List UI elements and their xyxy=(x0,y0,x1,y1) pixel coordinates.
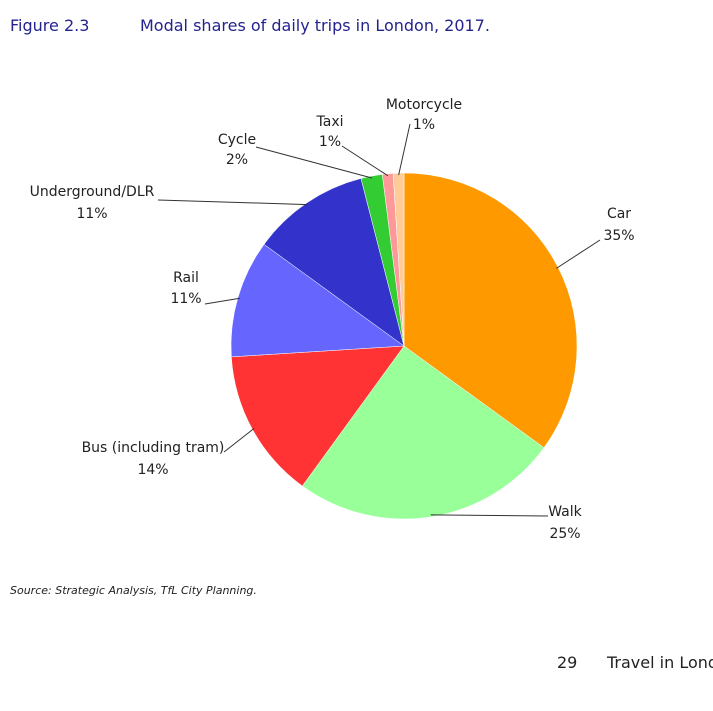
value-label: 35% xyxy=(603,228,634,244)
value-label: 11% xyxy=(170,291,201,307)
slice-label: Motorcycle xyxy=(386,97,462,113)
leader-line xyxy=(255,146,373,179)
slice-label: Underground/DLR xyxy=(30,184,155,200)
chart-title: Modal shares of daily trips in London, 2… xyxy=(140,16,490,35)
value-label: 1% xyxy=(319,134,341,150)
leader-line xyxy=(341,145,389,177)
page-number: 29 xyxy=(557,653,577,672)
leader-line xyxy=(204,297,240,305)
value-label: 1% xyxy=(413,117,435,133)
source-note: Source: Strategic Analysis, TfL City Pla… xyxy=(10,584,257,597)
figure-label: Figure 2.3 xyxy=(10,16,89,35)
publication-name: Travel in London xyxy=(606,653,713,672)
slice-label: Walk xyxy=(548,504,582,520)
leader-line xyxy=(398,123,411,176)
value-label: 14% xyxy=(137,462,168,478)
value-label: 2% xyxy=(226,152,248,168)
slice-label: Taxi xyxy=(316,114,344,130)
slice-label: Rail xyxy=(173,270,199,286)
slice-label: Car xyxy=(607,206,631,222)
value-label: 25% xyxy=(549,526,580,542)
value-label: 11% xyxy=(76,206,107,222)
slice-label: Bus (including tram) xyxy=(82,440,225,456)
pie-slice xyxy=(263,178,405,347)
leader-line xyxy=(157,199,308,206)
leader-line xyxy=(430,514,549,517)
leader-line xyxy=(223,427,255,453)
pie-slice xyxy=(230,243,405,358)
pie-slice xyxy=(301,345,545,520)
leader-line xyxy=(556,239,601,269)
slice-label: Cycle xyxy=(218,132,256,148)
